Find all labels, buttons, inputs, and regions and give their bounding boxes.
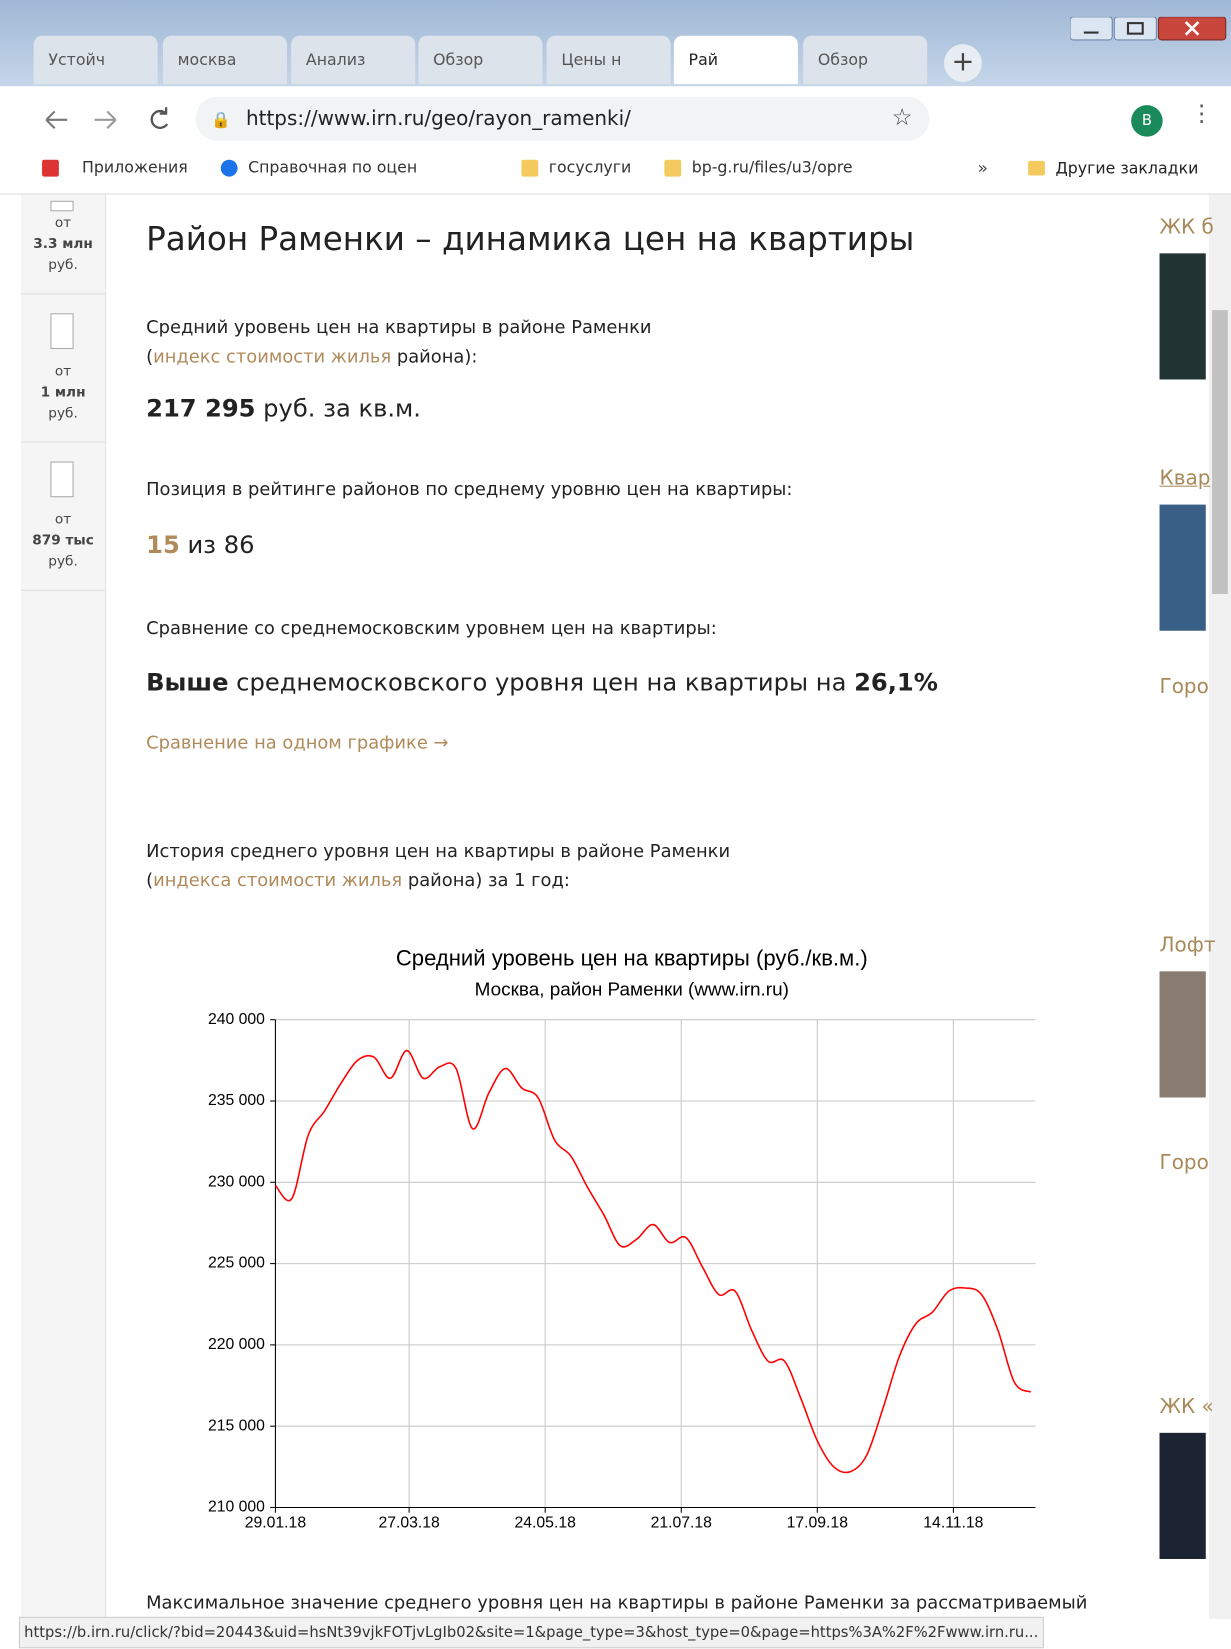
right-column-label[interactable]: Горо [1160,1151,1209,1174]
tab[interactable]: Цены н [547,36,671,84]
sidebar-divider [21,590,105,591]
x-tick-label: 24.05.18 [515,1514,577,1531]
footer-text: Максимальное значение среднего уровня це… [146,1593,1087,1614]
bookmark[interactable]: bp-g.ru/files/u3/opre [692,158,853,177]
sidebar-prefix: от [21,364,105,380]
tab[interactable]: Обзор [803,36,927,84]
right-column-image[interactable] [1160,253,1206,379]
sidebar-icon [50,313,73,349]
tab[interactable]: Анализ [291,36,415,84]
chart-title: Средний уровень цен на квартиры (руб./кв… [396,946,868,971]
y-tick-label: 220 000 [208,1336,265,1353]
page: + 🔒https://www.irn.ru/geo/rayon_ramenki/… [0,0,1231,1649]
sidebar-unit: руб. [21,258,105,274]
y-tick-label: 210 000 [208,1499,265,1516]
x-tick-label: 27.03.18 [378,1514,440,1531]
y-tick-label: 230 000 [208,1173,265,1190]
bookmark-icon [42,160,59,177]
bookmark[interactable]: госуслуги [549,158,632,177]
sidebar-icon [50,461,73,497]
status-bar: https://b.irn.ru/click/?bid=20443&uid=hs… [19,1617,1044,1649]
tab[interactable]: Рай [674,36,798,84]
y-tick-label: 225 000 [208,1255,265,1272]
right-column-image[interactable] [1160,971,1206,1097]
right-column-label[interactable]: ЖК « [1160,1395,1214,1418]
tab[interactable]: Обзор [418,36,542,84]
y-tick-label: 240 000 [208,1011,265,1028]
y-tick-label: 215 000 [208,1417,265,1434]
x-tick-label: 21.07.18 [651,1514,713,1531]
x-tick-label: 14.11.18 [923,1514,983,1531]
right-column-image[interactable] [1160,505,1206,631]
chart-subtitle: Москва, район Раменки (www.irn.ru) [475,979,789,1000]
y-tick-label: 235 000 [208,1092,265,1109]
scrollbar-thumb[interactable] [1212,310,1228,594]
x-tick-label: 29.01.18 [245,1514,307,1531]
price-line [275,1051,1030,1473]
right-column-label[interactable]: Горо [1160,675,1209,698]
sidebar-amount: 3.3 млн [21,237,105,253]
sidebar-divider [21,442,105,443]
sidebar-unit: руб. [21,406,105,422]
right-column-image[interactable] [1160,1433,1206,1559]
bookmark-icon [521,160,538,177]
sidebar-amount: 879 тыс [21,533,105,549]
bookmark-icon [221,160,238,177]
tab[interactable]: Устойч [34,36,158,84]
bookmark-icon [664,160,681,177]
sidebar-prefix: от [21,512,105,528]
sidebar-unit: руб. [21,554,105,570]
chart: Средний уровень цен на квартиры (руб./кв… [0,0,1156,1577]
tab[interactable]: москва [163,36,287,84]
bookmark[interactable]: Справочная по оцен [248,158,417,177]
x-tick-label: 17.09.18 [787,1514,849,1531]
sidebar-prefix: от [21,216,105,232]
right-column-label[interactable]: ЖК б [1160,216,1214,239]
sidebar-amount: 1 млн [21,385,105,401]
right-column-label[interactable]: Квар [1160,467,1211,490]
sidebar-divider [21,293,105,294]
sidebar-icon [50,201,73,212]
menu-button[interactable]: ⋮ [1190,101,1213,127]
right-column-label[interactable]: Лофт [1160,934,1216,957]
browser-window: + 🔒https://www.irn.ru/geo/rayon_ramenki/… [0,0,1231,1648]
bookmark[interactable]: Приложения [82,158,188,177]
